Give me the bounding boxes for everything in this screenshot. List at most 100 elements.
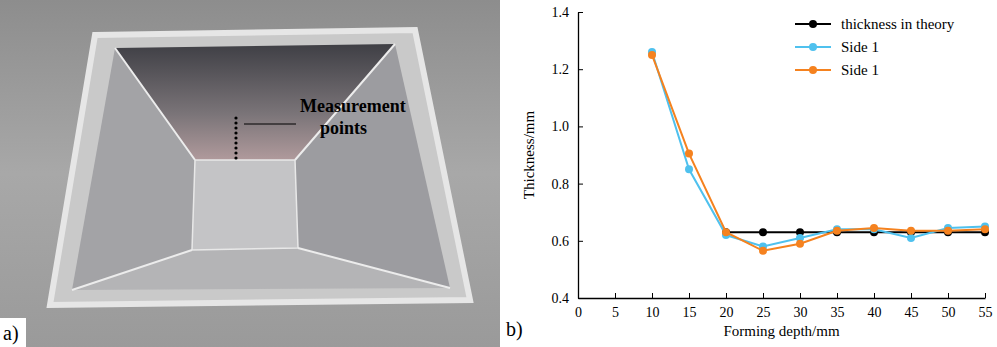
- x-tick-label: 25: [757, 305, 771, 320]
- y-tick: 0.8: [552, 177, 584, 192]
- series: [648, 48, 989, 250]
- series: [648, 51, 989, 255]
- axis-line: [578, 13, 579, 299]
- measurement-dot: [234, 156, 237, 159]
- legend-item: thickness in theory: [795, 16, 955, 32]
- legend-marker: [809, 66, 817, 74]
- data-point: [722, 228, 730, 236]
- x-tick-label: 20: [720, 305, 734, 320]
- x-tick: 35: [831, 293, 845, 320]
- legend-item: Side 1: [795, 39, 879, 55]
- y-tick: 0.4: [552, 291, 584, 306]
- x-tick-label: 10: [646, 305, 660, 320]
- x-tick-label: 40: [868, 305, 882, 320]
- x-tick-mark: [689, 293, 690, 298]
- y-tick-mark: [578, 126, 583, 127]
- x-axis-title: Forming depth/mm: [723, 323, 840, 339]
- y-tick-mark: [578, 184, 583, 185]
- series-line: [652, 52, 985, 246]
- photo-floor: [192, 160, 298, 250]
- x-tick-mark: [985, 293, 986, 298]
- measurement-dot: [234, 116, 237, 119]
- measurement-dot: [234, 151, 237, 154]
- annotation-leader: [244, 124, 296, 125]
- x-tick-label: 55: [979, 305, 993, 320]
- data-point: [907, 234, 915, 242]
- photo-wall: [72, 248, 450, 290]
- x-tick: 15: [683, 293, 697, 320]
- measurement-dot: [234, 146, 237, 149]
- photo-wall: [72, 48, 195, 290]
- photo-panel: Measurementpoints a): [0, 0, 500, 347]
- series-line: [652, 55, 985, 251]
- panel-label-box: [0, 318, 26, 347]
- annotation: Measurementpoints: [300, 96, 406, 138]
- legend-marker: [809, 20, 817, 28]
- x-tick: 25: [757, 293, 771, 320]
- y-tick-mark: [578, 12, 583, 13]
- axis-line: [579, 298, 986, 299]
- y-tick-label: 1.4: [552, 5, 570, 20]
- y-tick: 1.0: [552, 119, 584, 134]
- x-tick-mark: [837, 293, 838, 298]
- x-tick-mark: [763, 293, 764, 298]
- x-tick-mark: [911, 293, 912, 298]
- x-tick: 10: [646, 293, 660, 320]
- figure: Measurementpoints a) 0 5 10 15 20 25 30 35 40 45 50 5…: [0, 0, 997, 347]
- legend-label: Side 1: [841, 39, 879, 55]
- x-tick: 30: [794, 293, 808, 320]
- y-axis: 0.4 0.6 0.8 1.0 1.2 1.4: [552, 5, 584, 306]
- x-tick: 50: [942, 293, 956, 320]
- y-tick-mark: [578, 69, 583, 70]
- y-tick-label: 0.4: [552, 291, 570, 306]
- photo-rim: [50, 30, 470, 305]
- x-tick-label: 45: [905, 305, 919, 320]
- data-point: [648, 51, 656, 59]
- y-tick: 1.2: [552, 62, 584, 77]
- data-point: [685, 150, 693, 158]
- x-tick-mark: [874, 293, 875, 298]
- annotation-line: points: [320, 118, 367, 138]
- legend-marker: [809, 43, 817, 51]
- data-point: [722, 228, 730, 236]
- photo-wall: [295, 44, 450, 288]
- data-point: [759, 228, 767, 236]
- plot-marks: [648, 48, 989, 255]
- y-tick-mark: [578, 241, 583, 242]
- x-tick-label: 30: [794, 305, 808, 320]
- y-tick-label: 1.2: [552, 62, 570, 77]
- x-axis: 0 5 10 15 20 25 30 35 40 45 50 55: [575, 293, 993, 320]
- x-tick-label: 50: [942, 305, 956, 320]
- x-tick: 45: [905, 293, 919, 320]
- x-tick-label: 15: [683, 305, 697, 320]
- y-tick-label: 0.6: [552, 234, 570, 249]
- annotation-line: Measurement: [300, 96, 406, 116]
- x-tick-label: 5: [612, 305, 619, 320]
- y-tick-mark: [578, 298, 583, 299]
- photo-background: [0, 0, 500, 347]
- data-point: [981, 225, 989, 233]
- data-point: [870, 224, 878, 232]
- data-point: [759, 247, 767, 255]
- legend: thickness in theorySide 1Side 1: [795, 16, 955, 78]
- x-tick-mark: [726, 293, 727, 298]
- x-tick-mark: [615, 293, 616, 298]
- x-tick-mark: [948, 293, 949, 298]
- data-point: [907, 227, 915, 235]
- x-tick: 20: [720, 293, 734, 320]
- legend-label: thickness in theory: [841, 16, 955, 32]
- data-point: [796, 240, 804, 248]
- x-tick: 5: [612, 293, 619, 320]
- x-tick: 55: [979, 293, 993, 320]
- y-tick: 0.6: [552, 234, 584, 249]
- x-tick-mark: [800, 293, 801, 298]
- x-tick-label: 0: [575, 305, 582, 320]
- panel-label: b): [506, 318, 523, 341]
- panel-label: a): [3, 322, 19, 345]
- data-point: [685, 165, 693, 173]
- measurement-dot: [234, 126, 237, 129]
- y-axis-title: Thickness/mm: [521, 111, 537, 200]
- x-tick-mark: [652, 293, 653, 298]
- measurement-dot: [234, 141, 237, 144]
- data-point: [944, 227, 952, 235]
